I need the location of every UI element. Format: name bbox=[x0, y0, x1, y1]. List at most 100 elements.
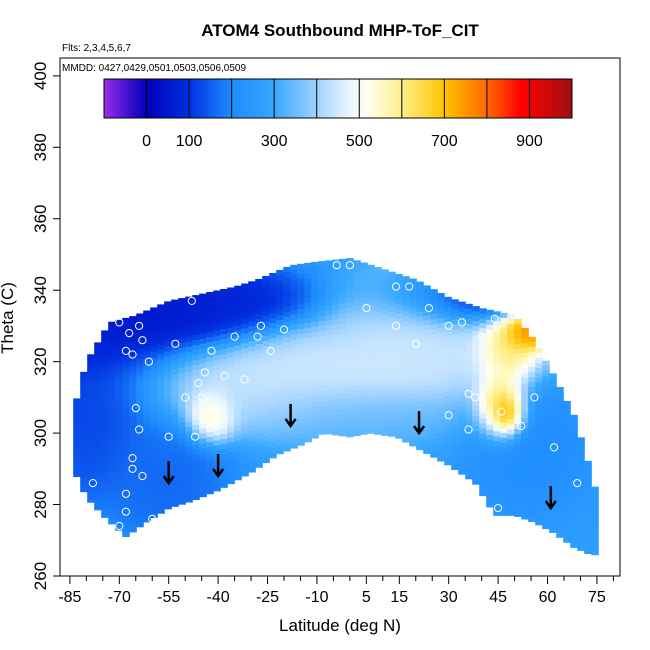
heatmap-cell bbox=[507, 394, 515, 400]
heatmap-cell bbox=[360, 277, 368, 284]
heatmap-cell bbox=[423, 330, 431, 336]
heatmap-cell bbox=[297, 363, 305, 370]
heatmap-cell bbox=[192, 480, 200, 486]
heatmap-cell bbox=[178, 323, 186, 329]
heatmap-cell bbox=[178, 333, 186, 339]
heatmap-cell bbox=[150, 477, 158, 483]
heatmap-cell bbox=[416, 306, 424, 313]
heatmap-cell bbox=[122, 442, 130, 449]
heatmap-cell bbox=[129, 526, 137, 532]
heatmap-cell bbox=[577, 542, 585, 548]
heatmap-cell bbox=[535, 373, 543, 379]
heatmap-cell bbox=[157, 464, 165, 470]
heatmap-cell bbox=[535, 428, 543, 434]
heatmap-cell bbox=[220, 409, 228, 415]
heatmap-cell bbox=[458, 431, 466, 438]
heatmap-cell bbox=[514, 369, 522, 375]
heatmap-cell bbox=[542, 420, 550, 427]
heatmap-cell bbox=[192, 360, 200, 366]
heatmap-cell bbox=[234, 450, 242, 457]
heatmap-cell bbox=[388, 326, 396, 333]
heatmap-cell bbox=[269, 283, 277, 289]
heatmap-cell bbox=[563, 435, 571, 442]
heatmap-cell bbox=[493, 321, 501, 327]
heatmap-cell bbox=[486, 389, 494, 396]
heatmap-cell bbox=[556, 402, 564, 408]
heatmap-cell bbox=[157, 429, 165, 435]
colorbar-segment bbox=[282, 79, 285, 118]
heatmap-cell bbox=[514, 389, 522, 395]
heatmap-cell bbox=[381, 414, 389, 420]
heatmap-cell bbox=[122, 422, 130, 429]
heatmap-cell bbox=[248, 471, 256, 473]
colorbar-segment bbox=[152, 79, 155, 118]
heatmap-cell bbox=[409, 398, 417, 405]
heatmap-cell bbox=[521, 338, 529, 344]
heatmap-cell bbox=[136, 343, 144, 350]
heatmap-cell bbox=[206, 322, 214, 328]
heatmap-cell bbox=[269, 343, 277, 349]
heatmap-cell bbox=[493, 316, 501, 322]
heatmap-cell bbox=[87, 489, 95, 495]
heatmap-cell bbox=[206, 292, 214, 298]
heatmap-cell bbox=[430, 384, 438, 390]
heatmap-cell bbox=[94, 412, 102, 418]
heatmap-cell bbox=[472, 436, 480, 442]
heatmap-cell bbox=[192, 385, 200, 391]
heatmap-cell bbox=[444, 446, 452, 453]
heatmap-cell bbox=[367, 384, 375, 391]
heatmap-cell bbox=[395, 338, 403, 345]
heatmap-cell bbox=[122, 402, 130, 409]
heatmap-cell bbox=[318, 426, 326, 432]
heatmap-cell bbox=[262, 446, 270, 452]
heatmap-cell bbox=[227, 347, 235, 354]
heatmap-cell bbox=[227, 357, 235, 364]
heatmap-cell bbox=[311, 431, 319, 438]
heatmap-cell bbox=[339, 298, 347, 305]
heatmap-cell bbox=[514, 394, 522, 400]
heatmap-cell bbox=[458, 416, 466, 423]
heatmap-cell bbox=[290, 309, 298, 316]
heatmap-cell bbox=[465, 358, 473, 365]
heatmap-cell bbox=[535, 478, 543, 484]
heatmap-cell bbox=[213, 365, 221, 372]
heatmap-cell bbox=[556, 437, 564, 443]
heatmap-cell bbox=[325, 315, 333, 321]
heatmap-cell bbox=[493, 466, 501, 472]
heatmap-cell bbox=[395, 273, 403, 280]
heatmap-cell bbox=[171, 379, 179, 386]
heatmap-cell bbox=[570, 509, 578, 516]
heatmap-cell bbox=[339, 428, 347, 435]
colorbar-segment bbox=[278, 79, 281, 118]
heatmap-cell bbox=[87, 484, 95, 490]
heatmap-cell bbox=[360, 382, 368, 389]
heatmap-cell bbox=[437, 418, 445, 424]
colorbar-tick-label: 700 bbox=[431, 133, 458, 150]
heatmap-cell bbox=[115, 504, 123, 511]
heatmap-cell bbox=[353, 365, 361, 371]
heatmap-cell bbox=[521, 363, 529, 369]
heatmap-cell bbox=[430, 334, 438, 340]
heatmap-cell bbox=[262, 376, 270, 382]
heatmap-cell bbox=[570, 469, 578, 476]
heatmap-cell bbox=[220, 304, 228, 310]
heatmap-cell bbox=[199, 438, 207, 445]
heatmap-cell bbox=[276, 299, 284, 306]
heatmap-cell bbox=[388, 371, 396, 378]
heatmap-cell bbox=[304, 287, 312, 294]
heatmap-cell bbox=[276, 274, 284, 281]
heatmap-cell bbox=[227, 382, 235, 389]
heatmap-cell bbox=[479, 443, 487, 449]
heatmap-cell bbox=[304, 272, 312, 279]
heatmap-cell bbox=[535, 408, 543, 414]
heatmap-cell bbox=[388, 411, 396, 418]
heatmap-cell bbox=[367, 359, 375, 366]
heatmap-cell bbox=[528, 461, 536, 468]
heatmap-cell bbox=[192, 365, 200, 371]
heatmap-cell bbox=[556, 472, 564, 478]
heatmap-cell bbox=[521, 343, 529, 349]
heatmap-cell bbox=[213, 420, 221, 427]
heatmap-cell bbox=[374, 362, 382, 368]
heatmap-cell bbox=[346, 338, 354, 344]
heatmap-cell bbox=[234, 345, 242, 352]
